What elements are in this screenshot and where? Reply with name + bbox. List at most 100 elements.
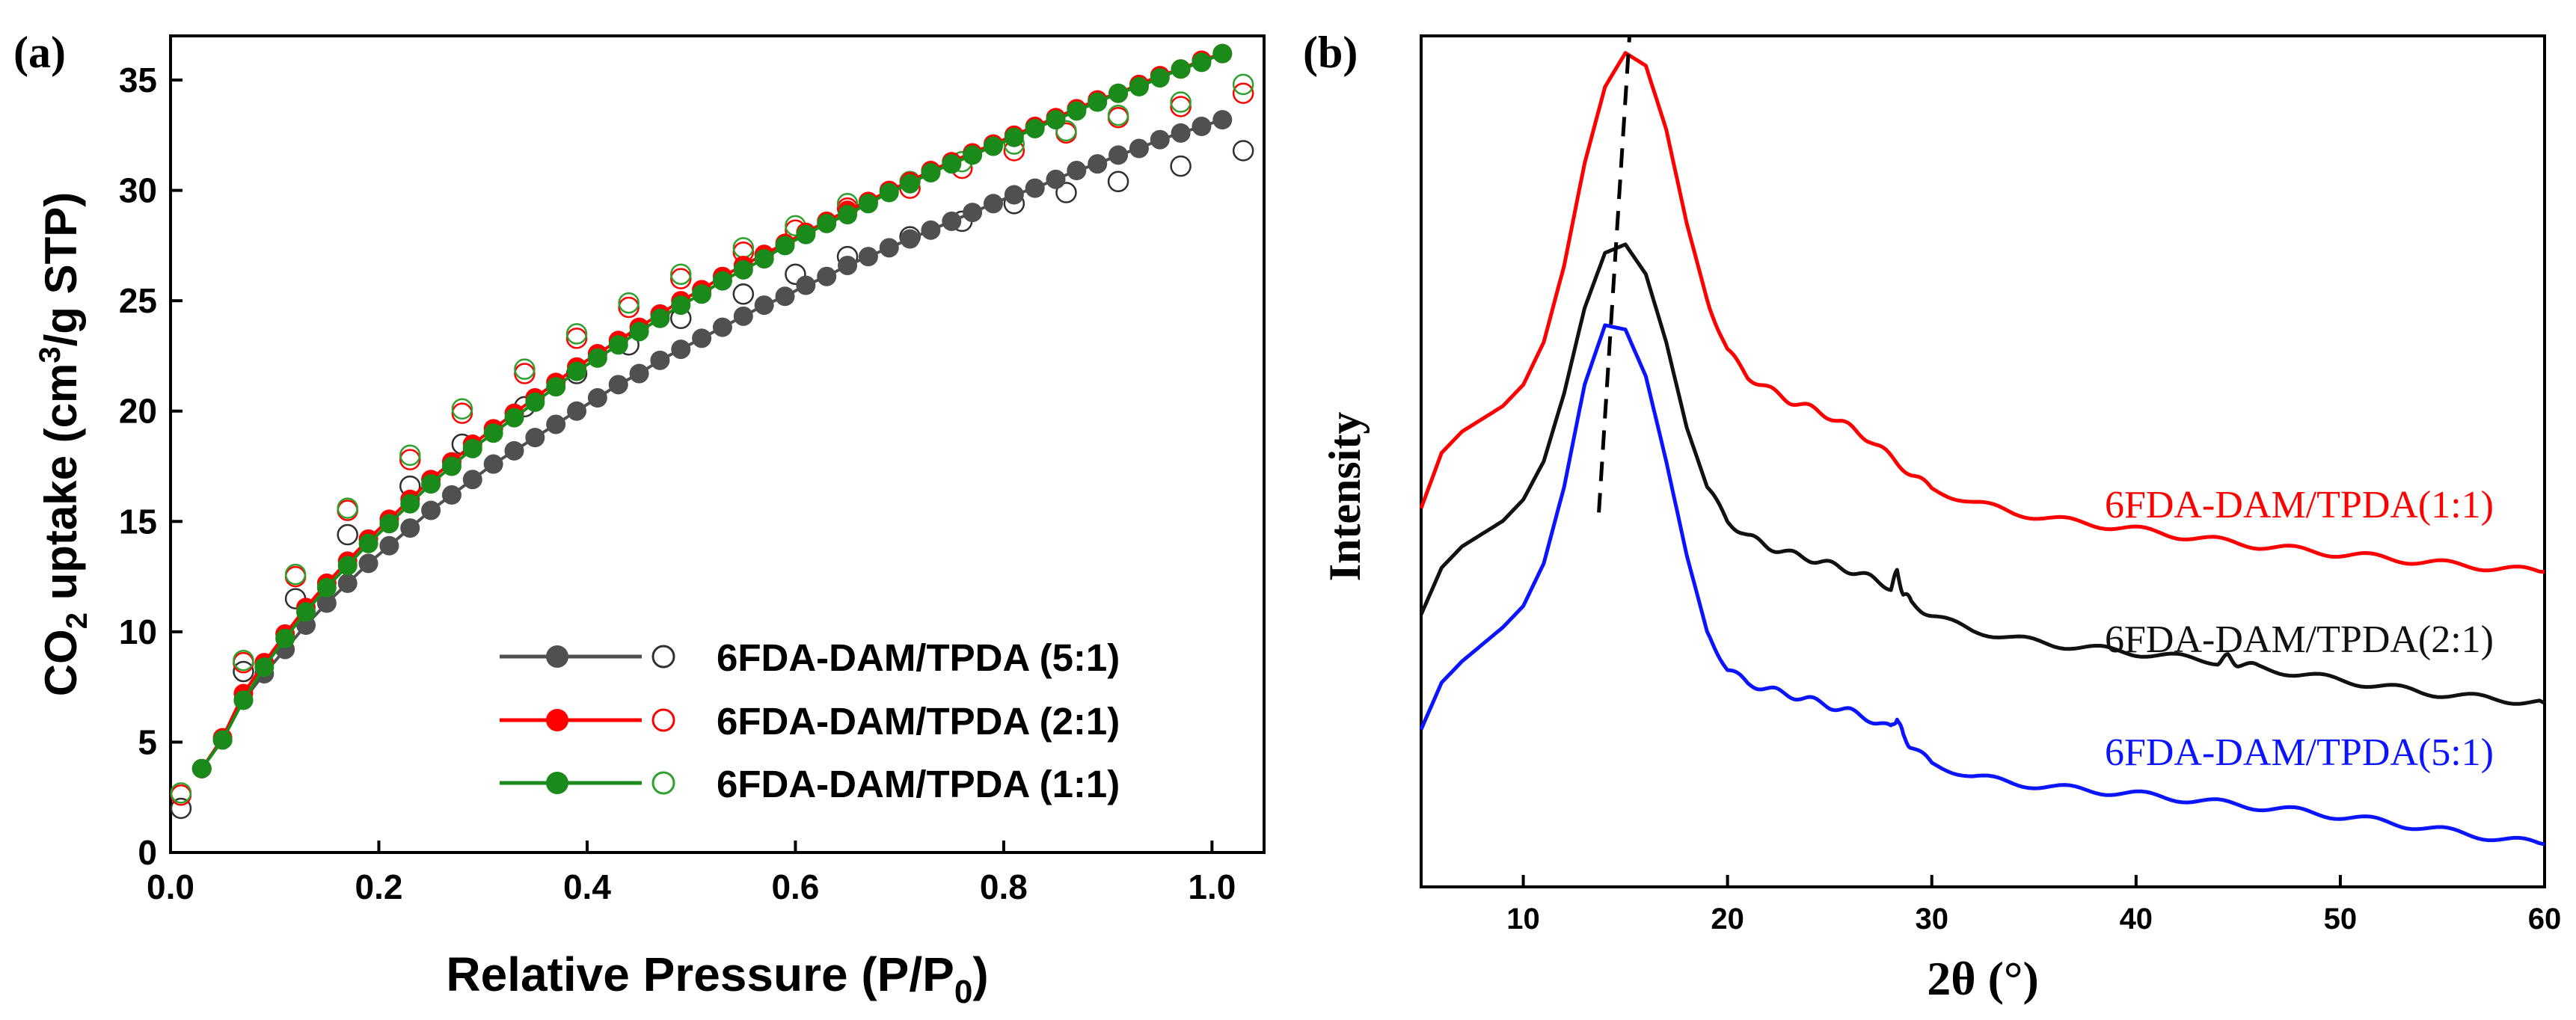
adsorption-point [817,266,837,286]
legend-open-marker-5-1 [651,645,675,669]
adsorption-point [1171,123,1191,143]
adsorption-point [567,401,587,421]
adsorption-point [900,229,920,249]
adsorption-point [650,308,670,328]
y-tick-label: 25 [119,281,157,320]
y-title-subscript: 2 [61,612,93,629]
adsorption-point [421,500,441,520]
y-title-pre: CO [36,629,86,696]
adsorption-point [1212,110,1233,130]
x-tick-label: 50 [2324,903,2358,935]
adsorption-point [608,335,628,355]
x-tick-label: 60 [2528,903,2562,935]
adsorption-point [879,182,899,203]
y-tick-label: 35 [119,61,157,99]
legend-open-marker-2-1 [651,708,675,732]
adsorption-point [1192,52,1212,73]
adsorption-point [254,657,275,678]
series-label-5-1: 6FDA-DAM/TPDA(5:1) [2105,731,2494,774]
legend-open-marker-1-1 [651,771,675,795]
adsorption-point [441,485,461,505]
adsorption-point [1129,138,1149,159]
panel-a-x-axis-title: Relative Pressure (P/P0) [446,947,988,1010]
adsorption-point [1046,110,1066,130]
adsorption-point [692,328,712,348]
adsorption-point [858,247,878,267]
adsorption-point [838,205,858,225]
adsorption-point [650,350,670,370]
adsorption-point [379,535,399,556]
adsorption-point [337,573,358,593]
adsorption-point [712,271,732,291]
panel-a-label: (a) [13,28,66,77]
y-title-mid: uptake (cm [36,363,86,612]
adsorption-point [358,533,378,553]
adsorption-point [817,213,837,233]
desorption-point [514,358,536,380]
adsorption-point [796,275,816,295]
x-tick-label: 0.4 [563,867,611,906]
adsorption-point [275,628,295,648]
x-tick-label: 20 [1711,903,1744,935]
adsorption-point [671,340,691,360]
adsorption-point [838,255,858,275]
legend-label-2-1: 6FDA-DAM/TPDA (2:1) [717,700,1120,743]
desorption-point [1055,182,1077,203]
x-tick-label: 0.2 [355,867,402,906]
panel-a-series [170,43,1254,820]
y-tick-label: 10 [119,612,157,651]
adsorption-point [1046,169,1066,189]
desorption-point [785,263,806,285]
adsorption-point [629,322,649,342]
panel-b-plot-frame [1420,34,2546,888]
adsorption-point [921,220,941,240]
adsorption-point [191,758,212,778]
desorption-point [618,292,640,314]
desorption-point [732,283,755,305]
desorption-point [451,398,473,420]
adsorption-point [379,514,399,534]
adsorption-point [587,348,607,368]
adsorption-point [1067,161,1087,181]
desorption-point [170,782,192,804]
desorption-point [233,649,254,672]
x-tick-label: 0.6 [771,867,819,906]
x-title-subscript: 0 [954,974,972,1010]
xrd-curve [1419,323,2545,847]
adsorption-point [400,494,420,514]
desorption-point [565,328,588,349]
x-tick-label: 30 [1915,903,1948,935]
adsorption-point [358,553,378,574]
panel-b-label: (b) [1303,28,1358,77]
xrd-curve [1419,51,2545,574]
adsorption-point [1025,178,1045,198]
y-tick-label: 15 [119,502,157,541]
adsorption-point [775,236,795,256]
adsorption-point [733,306,753,326]
desorption-point [1170,91,1192,113]
panel-b-y-axis-title: Intensity [1320,412,1370,582]
x-tick-label: 0.8 [980,867,1028,906]
adsorption-point [983,194,1003,214]
x-tick-label: 1.0 [1188,867,1236,906]
legend-filled-marker-1-1 [546,772,568,794]
panel-b-x-axis-title: 2θ (°) [1927,952,2039,1005]
adsorption-point [1108,83,1129,103]
desorption-point [399,444,421,467]
xrd-curve [1419,242,2546,706]
adsorption-point [1088,92,1108,112]
adsorption-point [525,392,545,412]
y-tick-label: 30 [119,171,157,210]
adsorption-point [1025,118,1045,138]
adsorption-point [1192,117,1212,137]
adsorption-point [525,428,545,448]
adsorption-point [233,690,254,710]
adsorption-point [1108,145,1129,165]
desorption-point [399,449,421,470]
panel-a-plot-frame [169,34,1266,854]
adsorption-point [1212,43,1233,64]
desorption-point [1232,73,1254,96]
adsorption-point [629,363,649,384]
y-tick-label: 20 [119,392,157,431]
